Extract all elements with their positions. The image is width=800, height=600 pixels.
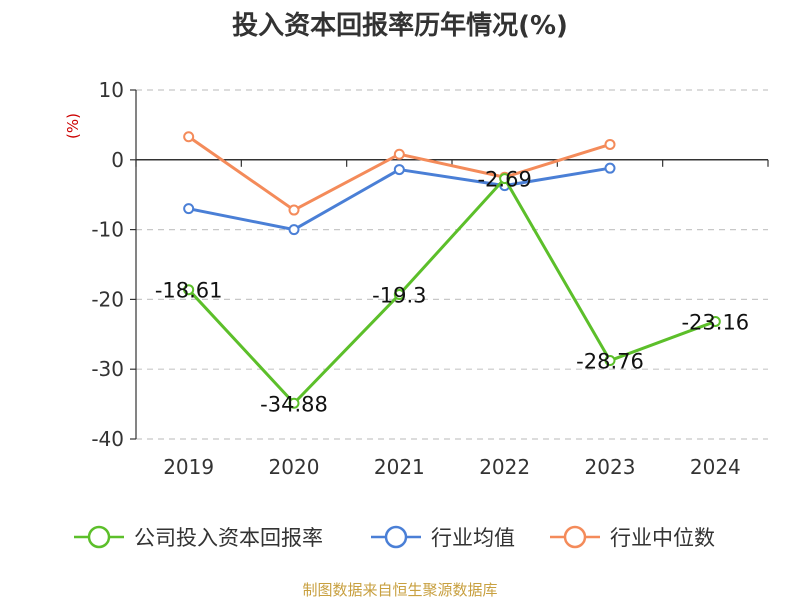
x-tick-label: 2023 xyxy=(585,455,636,479)
axes: 10 0 -10 -20 -30 -40 2019 2020 2021 2022 2023 2024 xyxy=(91,78,769,479)
legend-label: 公司投入资本回报率 xyxy=(134,526,323,550)
data-point xyxy=(604,355,616,367)
data-point xyxy=(288,397,300,409)
y-tick-label: 0 xyxy=(111,148,124,172)
data-label: -2.69 xyxy=(477,168,531,192)
legend-marker xyxy=(563,525,587,549)
y-tick-label: -40 xyxy=(91,427,124,451)
data-point xyxy=(709,315,721,327)
legend-marker xyxy=(87,525,111,549)
series-line xyxy=(187,177,716,405)
legend-marker xyxy=(384,525,408,549)
legend-label: 行业中位数 xyxy=(610,526,715,550)
data-point xyxy=(393,148,405,160)
data-label: -28.76 xyxy=(576,350,644,374)
data-label: -19.3 xyxy=(372,284,426,308)
data-point xyxy=(183,203,195,215)
x-tick-label: 2021 xyxy=(374,455,425,479)
y-tick-label: -30 xyxy=(91,357,124,381)
data-point xyxy=(393,289,405,301)
x-tick-label: 2019 xyxy=(163,455,214,479)
x-tick-label: 2020 xyxy=(269,455,320,479)
series-line xyxy=(188,166,611,232)
data-point xyxy=(604,162,616,174)
data-point xyxy=(393,164,405,176)
data-point xyxy=(183,284,195,296)
data-label: -34.88 xyxy=(260,392,328,416)
data-label: -23.16 xyxy=(681,310,749,334)
x-tick-label: 2022 xyxy=(479,455,530,479)
legend: 公司投入资本回报率 行业均值 行业中位数 xyxy=(74,525,715,550)
data-point xyxy=(288,224,300,236)
data-point xyxy=(288,204,300,216)
gridlines xyxy=(136,89,768,440)
series-group: -18.61 -34.88 -19.3 -2.69 -28.76 -23.16 xyxy=(155,131,749,416)
x-tick-label: 2024 xyxy=(690,455,741,479)
y-axis-unit: (%) xyxy=(64,113,82,139)
legend-label: 行业均值 xyxy=(431,526,515,550)
y-tick-label: -20 xyxy=(91,287,124,311)
data-label: -18.61 xyxy=(155,279,223,303)
source-note: 制图数据来自恒生聚源数据库 xyxy=(302,581,497,599)
y-tick-label: 10 xyxy=(99,78,124,102)
y-tick-label: -10 xyxy=(91,218,124,242)
data-point xyxy=(604,138,616,150)
data-point xyxy=(499,173,511,185)
data-point xyxy=(183,131,195,143)
chart-title: 投入资本回报率历年情况(%) xyxy=(232,10,568,41)
